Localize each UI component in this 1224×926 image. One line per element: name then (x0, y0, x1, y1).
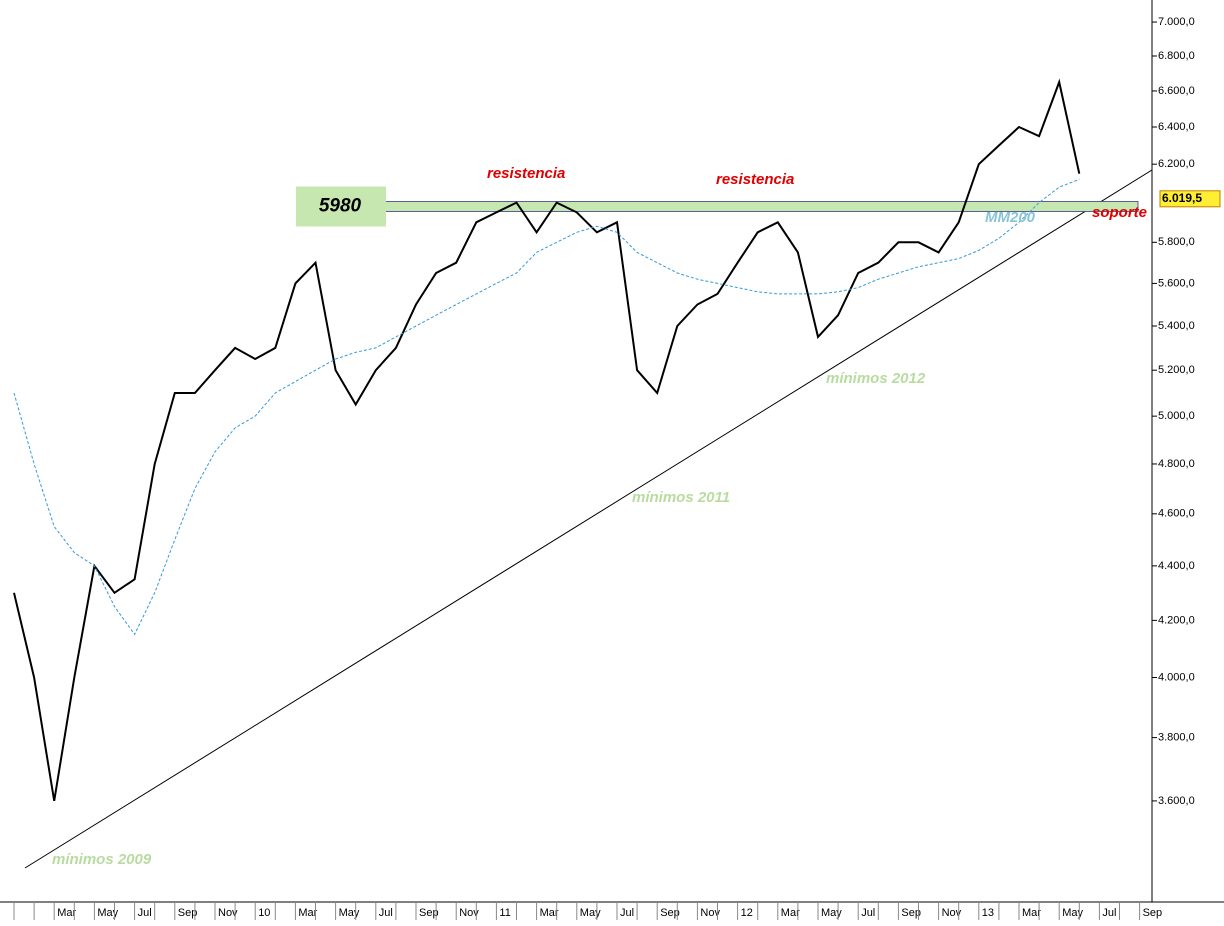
x-tick-label: 11 (499, 907, 510, 919)
x-tick-label: Sep (1143, 907, 1163, 919)
x-tick-label: May (821, 907, 842, 919)
annotation: resistencia (487, 165, 565, 182)
y-tick-label: 5.400,0 (1158, 320, 1195, 332)
x-tick-label: Nov (218, 907, 238, 919)
x-tick-label: 12 (741, 907, 753, 919)
y-tick-label: 4.600,0 (1158, 508, 1195, 520)
annotation: mínimos 2009 (52, 851, 152, 868)
last-price-label: 6.019,5 (1162, 191, 1202, 205)
ma-label: MM200 (985, 209, 1036, 226)
trend-line (24, 169, 1153, 869)
x-tick-label: Mar (57, 907, 76, 919)
x-tick-label: May (97, 907, 118, 919)
x-tick-label: Mar (1022, 907, 1041, 919)
y-tick-label: 6.600,0 (1158, 85, 1195, 97)
annotation: mínimos 2011 (632, 489, 730, 506)
annotation: mínimos 2012 (826, 370, 926, 387)
y-tick-label: 3.600,0 (1158, 795, 1195, 807)
x-tick-label: 13 (982, 907, 994, 919)
y-tick-label: 5.800,0 (1158, 236, 1195, 248)
y-tick-label: 5.000,0 (1158, 410, 1195, 422)
x-tick-label: 10 (258, 907, 270, 919)
x-tick-label: Mar (540, 907, 559, 919)
y-tick-label: 6.200,0 (1158, 158, 1195, 170)
x-tick-label: Jul (620, 907, 634, 919)
x-tick-label: May (1062, 907, 1083, 919)
x-tick-label: Sep (419, 907, 439, 919)
y-tick-label: 7.000,0 (1158, 16, 1195, 28)
y-tick-label: 6.400,0 (1158, 121, 1195, 133)
band-label-box (296, 186, 386, 227)
x-tick-label: Jul (138, 907, 152, 919)
x-tick-label: Sep (901, 907, 921, 919)
y-tick-label: 6.800,0 (1158, 50, 1195, 62)
x-tick-label: Jul (379, 907, 393, 919)
x-tick-label: Sep (178, 907, 198, 919)
x-tick-label: Nov (700, 907, 720, 919)
x-tick-label: Nov (459, 907, 479, 919)
band-label: 5980 (319, 196, 362, 217)
ma-line (13, 178, 1080, 636)
annotation: resistencia (716, 171, 794, 188)
y-tick-label: 4.400,0 (1158, 560, 1195, 572)
y-tick-label: 4.800,0 (1158, 458, 1195, 470)
annotation: soporte (1092, 204, 1147, 221)
x-tick-label: Jul (1102, 907, 1116, 919)
y-tick-label: 4.000,0 (1158, 671, 1195, 683)
last-price-box (1159, 190, 1221, 208)
price-line (13, 78, 1081, 802)
x-tick-label: Mar (781, 907, 800, 919)
y-tick-label: 3.800,0 (1158, 731, 1195, 743)
y-tick-label: 5.600,0 (1158, 277, 1195, 289)
x-tick-label: Sep (660, 907, 680, 919)
y-tick-label: 5.200,0 (1158, 364, 1195, 376)
x-tick-label: Nov (942, 907, 962, 919)
y-tick-label: 4.200,0 (1158, 614, 1195, 626)
x-tick-label: May (339, 907, 360, 919)
x-tick-label: Jul (861, 907, 875, 919)
x-tick-label: Mar (298, 907, 317, 919)
x-tick-label: May (580, 907, 601, 919)
